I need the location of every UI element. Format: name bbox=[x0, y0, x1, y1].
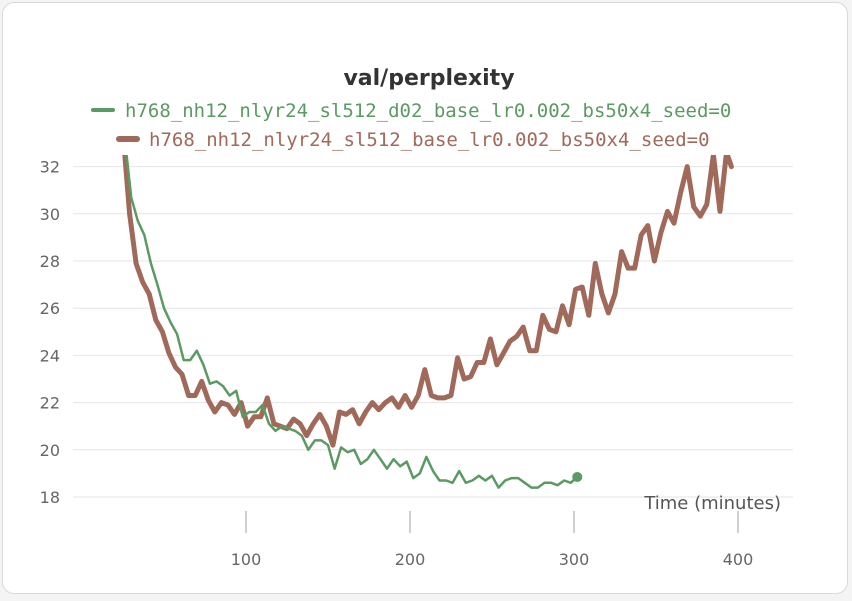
y-tick-label: 22 bbox=[40, 394, 60, 413]
legend-label-2: h768_nh12_nlyr24_sl512_base_lr0.002_bs50… bbox=[149, 129, 710, 151]
x-tick-label: 100 bbox=[231, 550, 262, 569]
y-axis-ticks: 18 20 22 24 26 28 30 32 bbox=[40, 158, 60, 507]
series-group bbox=[122, 155, 734, 489]
chart-panel: 18 20 22 24 26 28 30 32 100 200 300 400 Time (minu… bbox=[2, 2, 848, 594]
endpoint-markers bbox=[572, 471, 583, 482]
legend-item-1[interactable]: h768_nh12_nlyr24_sl512_d02_base_lr0.002_… bbox=[91, 100, 731, 122]
y-tick-label: 30 bbox=[40, 205, 60, 224]
legend-item-2[interactable]: h768_nh12_nlyr24_sl512_base_lr0.002_bs50… bbox=[116, 129, 710, 151]
legend[interactable]: h768_nh12_nlyr24_sl512_d02_base_lr0.002_… bbox=[91, 100, 731, 151]
legend-label-1: h768_nh12_nlyr24_sl512_d02_base_lr0.002_… bbox=[125, 100, 731, 122]
y-tick-label: 24 bbox=[40, 346, 60, 365]
series-end-point-1 bbox=[572, 471, 583, 482]
y-tick-label: 32 bbox=[40, 158, 60, 177]
x-axis-label: Time (minutes) bbox=[643, 493, 781, 514]
series-line-2 bbox=[122, 155, 734, 448]
y-tick-label: 20 bbox=[40, 441, 60, 460]
x-tick-label: 300 bbox=[559, 550, 590, 569]
y-tick-label: 18 bbox=[40, 488, 60, 507]
chart: 18 20 22 24 26 28 30 32 100 200 300 400 Time (minu… bbox=[40, 66, 793, 569]
y-tick-label: 28 bbox=[40, 252, 60, 271]
x-tick-label: 200 bbox=[395, 550, 426, 569]
y-tick-label: 26 bbox=[40, 299, 60, 318]
x-axis-ticks: 100 200 300 400 bbox=[231, 550, 754, 569]
x-tick-label: 400 bbox=[723, 550, 754, 569]
chart-title: val/perplexity bbox=[343, 66, 514, 91]
series-line-1 bbox=[125, 155, 579, 489]
